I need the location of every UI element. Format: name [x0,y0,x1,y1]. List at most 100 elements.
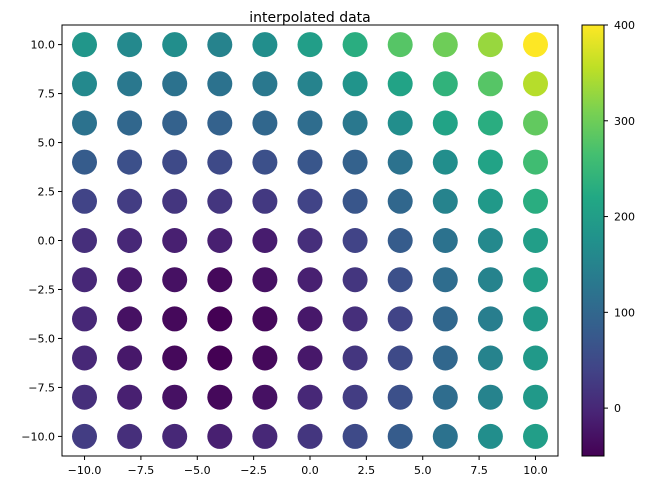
scatter-point [523,306,548,332]
scatter-point [72,32,97,58]
scatter-point [297,188,323,214]
scatter-point [523,32,548,58]
scatter-point [387,384,413,410]
scatter-point [297,423,323,449]
scatter-point [207,384,233,410]
x-tick-label: −7.5 [128,464,155,477]
scatter-point [252,228,278,253]
colorbar-tick-label: 100 [614,306,635,319]
scatter-point [523,345,548,371]
scatter-point [342,345,368,371]
colorbar-ticks: 0 100 200 300 400 [604,19,635,415]
scatter-point [117,267,143,293]
scatter-point [72,423,97,449]
scatter-point [207,423,233,449]
scatter-point [72,71,97,97]
y-tick-label: 5.0 [38,137,56,150]
x-tick-label: 10.0 [523,464,548,477]
scatter-points [72,32,548,449]
scatter-point [342,32,368,58]
scatter-point [387,110,413,136]
scatter-point [252,188,278,214]
y-tick-label: −5.0 [28,332,55,345]
scatter-point [207,188,233,214]
scatter-point [432,384,458,410]
scatter-point [117,384,143,410]
scatter-point [477,149,503,175]
x-tick-label: 7.5 [470,464,488,477]
x-tick-label: 0.0 [301,464,319,477]
scatter-point [523,423,548,449]
colorbar-tick-label: 400 [614,19,635,32]
scatter-point [523,228,548,253]
y-axis-ticks: −10.0 −7.5 −5.0 −2.5 0.0 2.5 5.0 7.5 10.0 [21,39,62,443]
scatter-point [432,71,458,97]
scatter-point [207,306,233,332]
scatter-point [523,149,548,175]
scatter-point [117,228,143,253]
scatter-point [117,188,143,214]
scatter-point [117,71,143,97]
colorbar-tick-label: 0 [614,402,621,415]
scatter-point [297,384,323,410]
scatter-point [523,384,548,410]
scatter-point [477,228,503,253]
scatter-point [297,228,323,253]
scatter-point [477,423,503,449]
scatter-point [432,110,458,136]
scatter-point [72,228,97,253]
y-tick-label: −2.5 [28,283,55,296]
scatter-point [207,32,233,58]
scatter-point [432,345,458,371]
scatter-point [162,423,188,449]
scatter-point [72,267,97,293]
scatter-point [342,384,368,410]
scatter-point [117,345,143,371]
scatter-point [72,384,97,410]
scatter-point [162,32,188,58]
colorbar [581,24,605,457]
scatter-point [252,71,278,97]
scatter-point [477,32,503,58]
x-tick-label: −5.0 [184,464,211,477]
scatter-point [387,188,413,214]
scatter-point [342,71,368,97]
scatter-point [477,306,503,332]
scatter-point [72,149,97,175]
scatter-point [252,110,278,136]
scatter-point [523,110,548,136]
plot-frame [61,24,559,457]
scatter-point [387,149,413,175]
scatter-point [162,306,188,332]
scatter-point [162,110,188,136]
scatter-point [432,423,458,449]
scatter-point [207,228,233,253]
scatter-point [297,306,323,332]
scatter-point [297,267,323,293]
scatter-point [523,188,548,214]
scatter-point [477,345,503,371]
scatter-point [162,267,188,293]
y-tick-label: 0.0 [38,235,56,248]
scatter-point [117,149,143,175]
scatter-point [162,188,188,214]
scatter-point [162,228,188,253]
y-tick-label: 7.5 [38,88,56,101]
scatter-point [432,149,458,175]
scatter-point [387,267,413,293]
scatter-point [387,228,413,253]
scatter-point [207,149,233,175]
scatter-point [477,384,503,410]
scatter-point [117,32,143,58]
scatter-point [297,110,323,136]
scatter-point [342,306,368,332]
scatter-point [72,306,97,332]
scatter-point [162,345,188,371]
scatter-point [162,384,188,410]
scatter-point [297,32,323,58]
scatter-point [342,423,368,449]
scatter-point [252,423,278,449]
colorbar-tick-label: 200 [614,211,635,224]
scatter-point [387,32,413,58]
y-tick-label: 10.0 [31,39,56,52]
